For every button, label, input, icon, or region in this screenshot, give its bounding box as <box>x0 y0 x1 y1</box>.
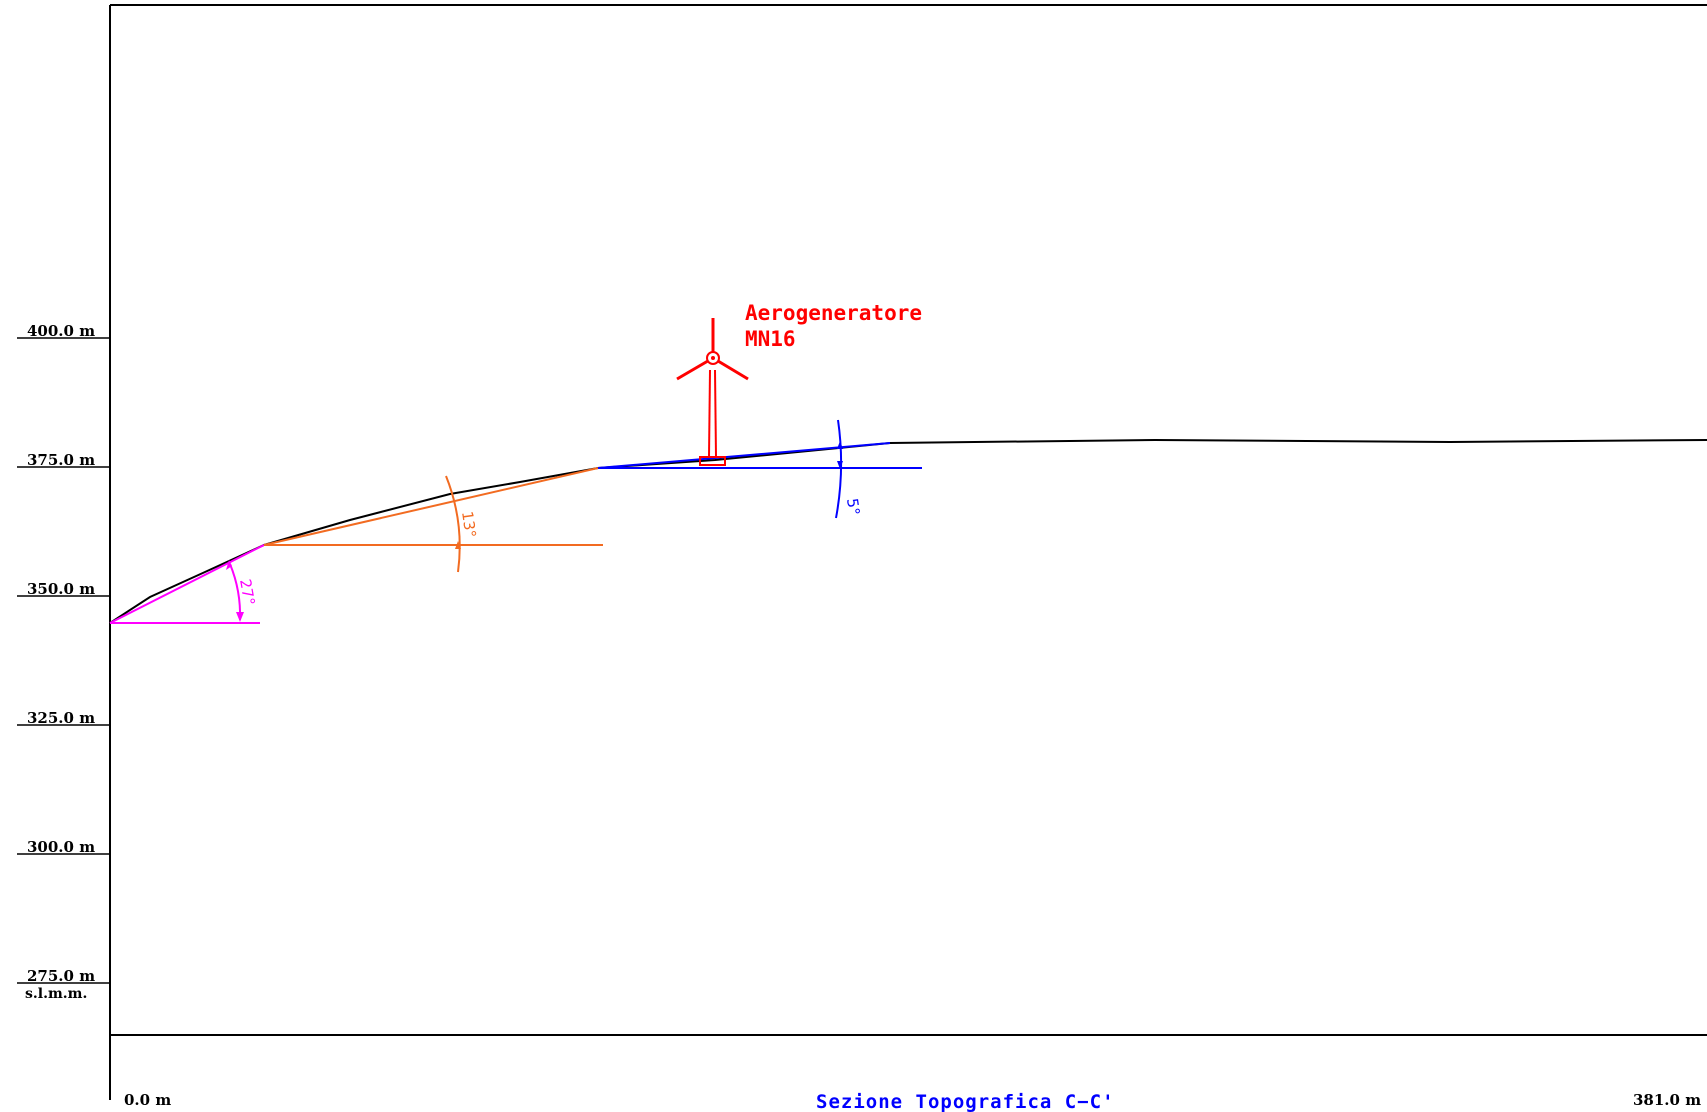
arrowhead <box>837 441 843 449</box>
distance-end-label: 381.0 m <box>1633 1091 1701 1109</box>
elevation-label: 375.0 m <box>27 451 95 469</box>
elevation-label: 350.0 m <box>27 580 95 598</box>
slope-angle-label: 13° <box>458 510 480 539</box>
angle-arc <box>835 419 843 519</box>
distance-start-label: 0.0 m <box>124 1091 171 1109</box>
turbine-label-line2: MN16 <box>745 327 796 351</box>
drawing-frame <box>109 4 1707 1100</box>
slope-indicator-13 <box>263 467 603 573</box>
angle-arc <box>445 475 461 573</box>
section-title: Sezione Topografica C−C' <box>816 1091 1115 1112</box>
arrowhead <box>837 461 843 469</box>
elevation-axis: 400.0 m 375.0 m 350.0 m 325.0 m 300.0 m … <box>17 322 110 1002</box>
slope-indicator-5 <box>597 419 922 519</box>
elevation-label: 325.0 m <box>27 709 95 727</box>
turbine-label-line1: Aerogeneratore <box>745 301 922 325</box>
elevation-label: 300.0 m <box>27 838 95 856</box>
elevation-label: 400.0 m <box>27 322 95 340</box>
slope-line <box>263 467 599 546</box>
turbine-hub-center <box>711 356 715 360</box>
slope-line <box>109 544 265 624</box>
arrowhead <box>236 612 244 622</box>
arrowhead <box>226 560 232 570</box>
turbine-tower <box>708 369 711 458</box>
turbine-tower <box>714 369 717 458</box>
terrain-profile-line <box>109 438 1707 624</box>
turbine-foundation <box>699 456 726 466</box>
wind-turbine-icon <box>676 318 749 466</box>
arrowhead <box>455 541 461 549</box>
slope-angle-label: 27° <box>236 578 258 607</box>
elevation-label: 275.0 m <box>27 967 95 985</box>
elevation-unit-label: s.l.m.m. <box>25 986 87 1002</box>
slope-angle-label: 5° <box>843 497 863 516</box>
slope-indicator-27 <box>109 544 265 624</box>
slope-line <box>597 442 891 469</box>
